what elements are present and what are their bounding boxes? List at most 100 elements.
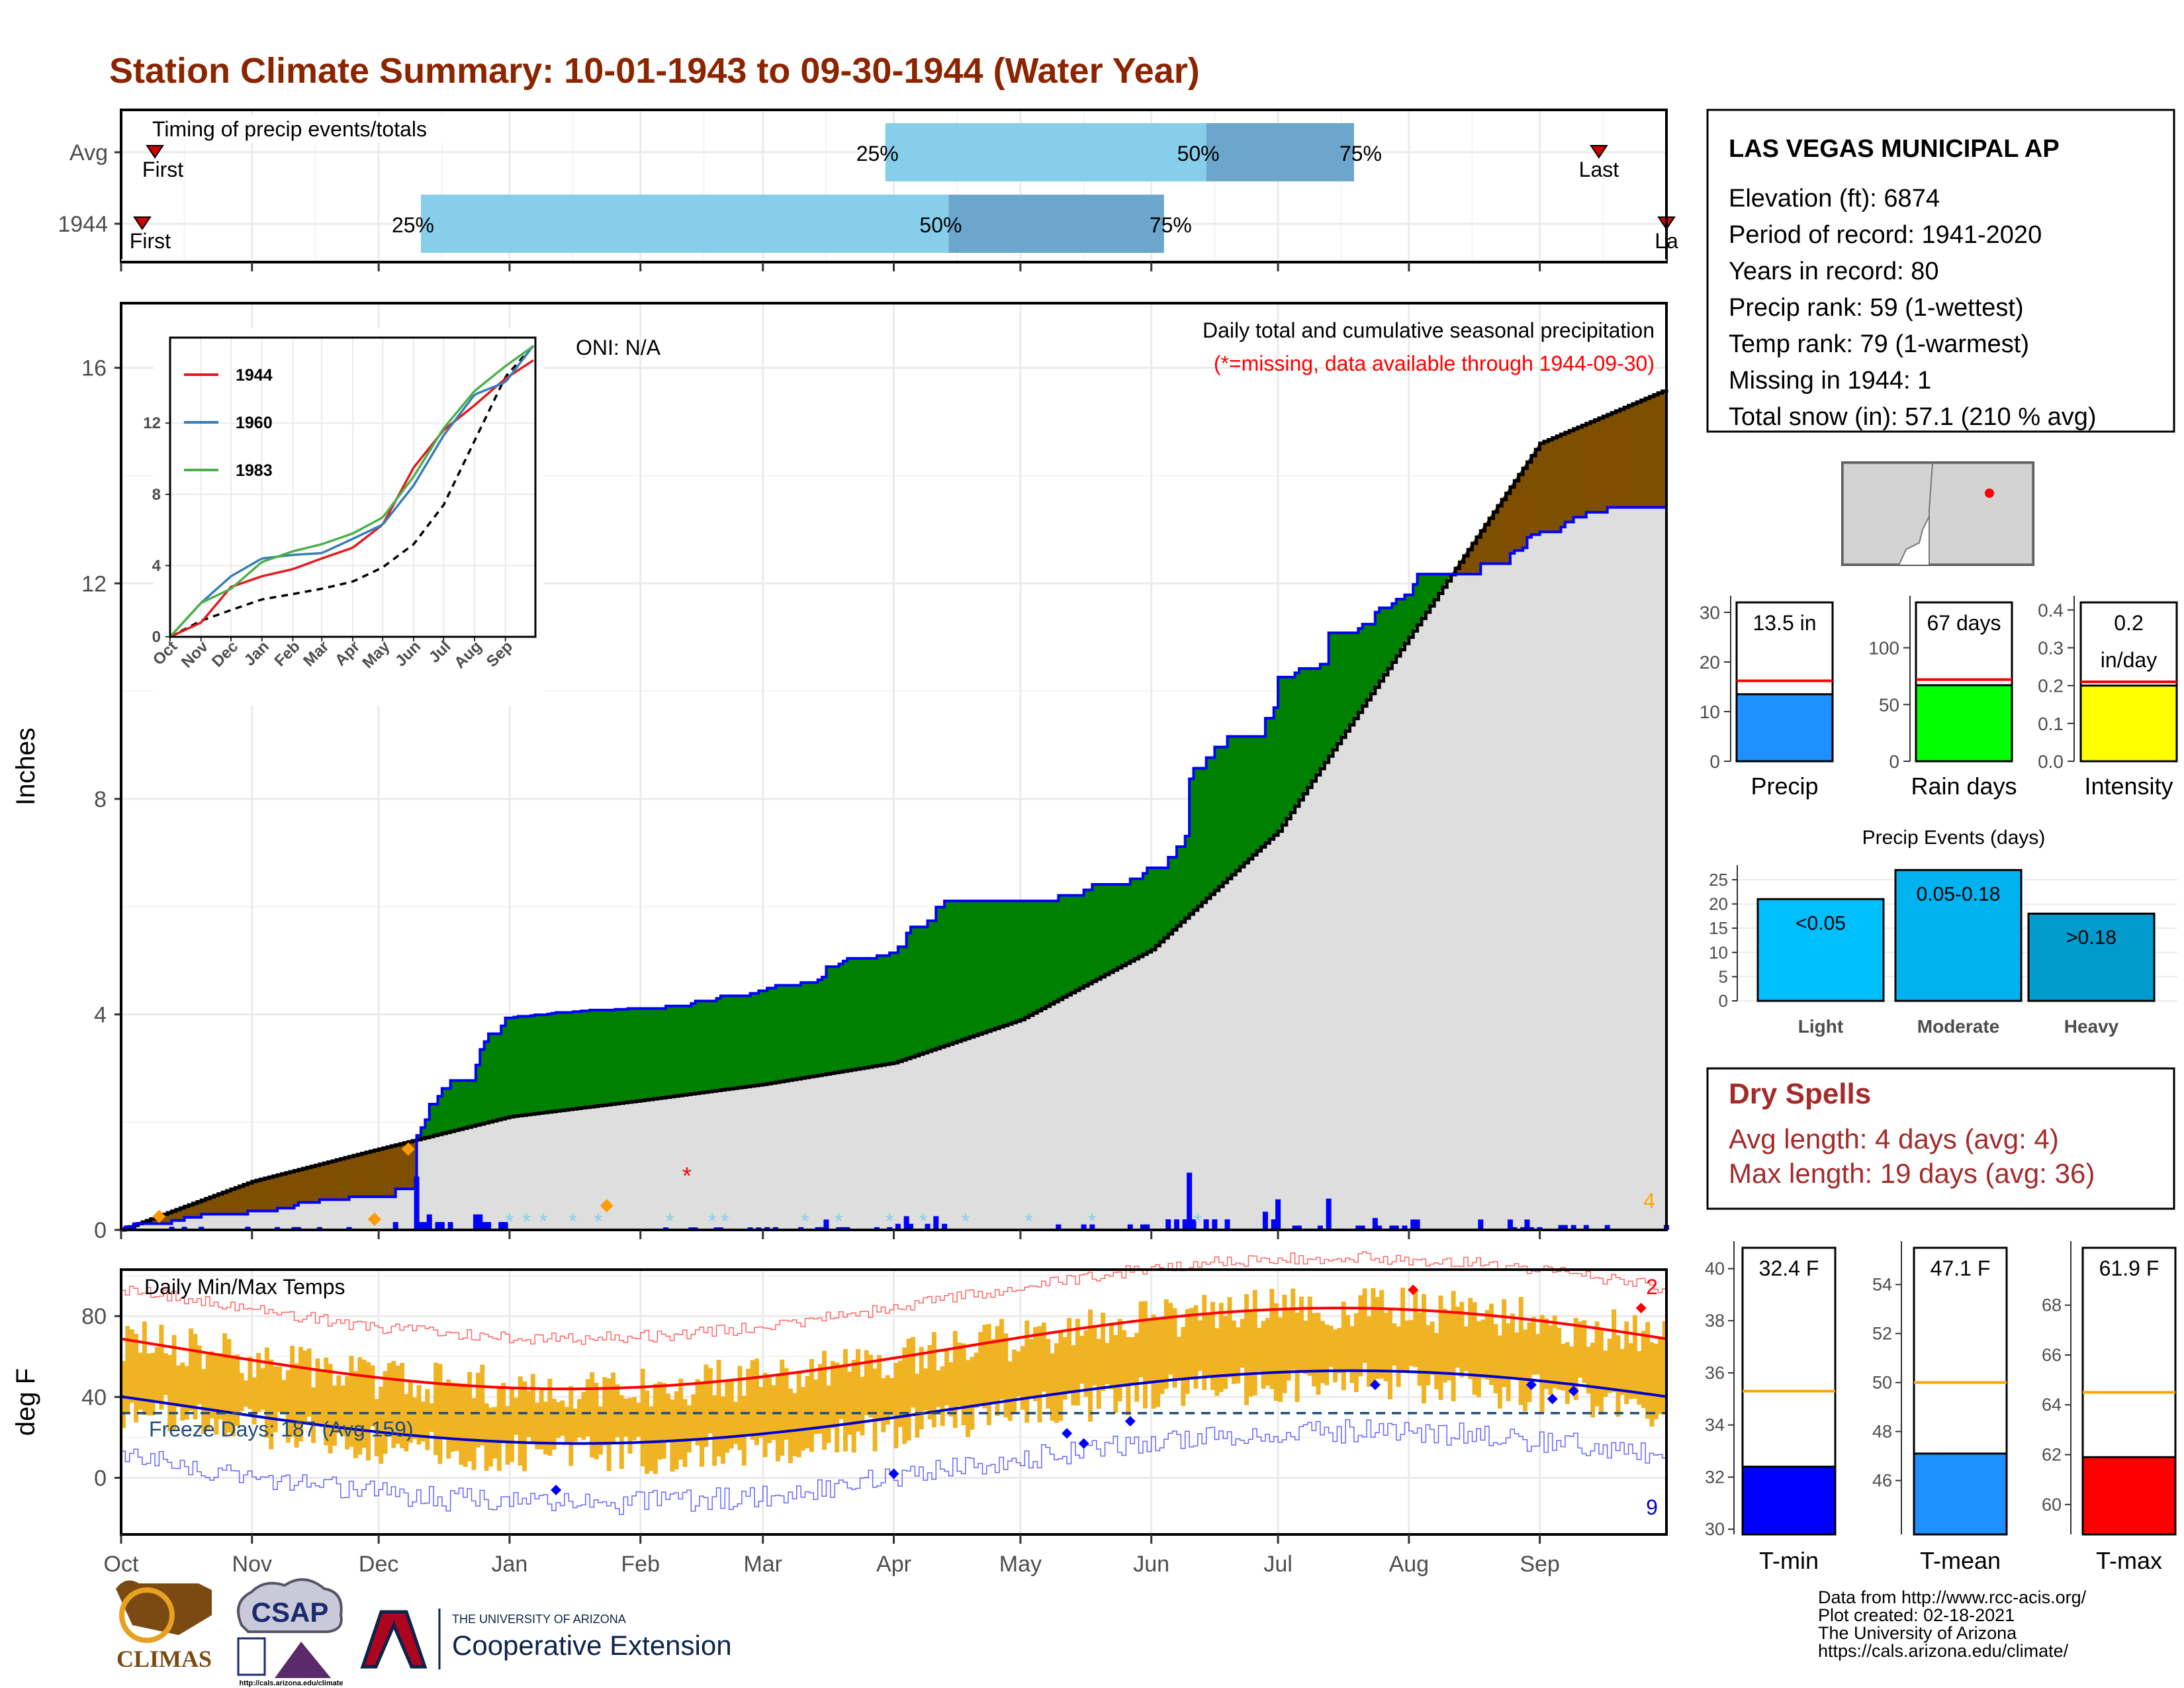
temp-bar-label: T-max bbox=[2096, 1547, 2162, 1574]
daily-precip-bar bbox=[473, 1214, 478, 1230]
record-low-marker-icon bbox=[1078, 1438, 1089, 1449]
ua-logo-big-text: Cooperative Extension bbox=[452, 1630, 732, 1661]
daily-precip-bar bbox=[1537, 1227, 1543, 1230]
daily-precip-bar bbox=[925, 1223, 931, 1230]
daily-temp-range-bar bbox=[1367, 1316, 1372, 1387]
daily-temp-range-bar bbox=[1624, 1321, 1629, 1405]
daily-temp-range-bar bbox=[640, 1368, 645, 1467]
daily-temp-range-bar bbox=[1615, 1335, 1621, 1417]
record-high-count: 2 bbox=[1646, 1275, 1658, 1299]
csap-logo-cloud-icon bbox=[237, 1578, 343, 1633]
inset-legend-label: 1960 bbox=[236, 414, 273, 432]
inset-background bbox=[154, 328, 544, 706]
daily-precip-bar bbox=[887, 1227, 893, 1230]
daily-temp-range-bar bbox=[319, 1369, 324, 1427]
daily-temp-range-bar bbox=[184, 1366, 189, 1420]
month-axis-label: Jul bbox=[1263, 1552, 1292, 1577]
daily-temp-range-bar bbox=[754, 1358, 759, 1446]
daily-precip-bar bbox=[1089, 1224, 1095, 1230]
daily-precip-bar bbox=[1414, 1219, 1420, 1230]
daily-temp-range-bar bbox=[1408, 1319, 1414, 1366]
daily-temp-range-bar bbox=[594, 1383, 599, 1460]
daily-temp-range-bar bbox=[1379, 1289, 1385, 1379]
precip-y-tick-label: 0 bbox=[94, 1218, 107, 1243]
daily-temp-range-bar bbox=[471, 1398, 477, 1470]
daily-temp-range-bar bbox=[1353, 1313, 1359, 1393]
daily-temp-range-bar bbox=[1455, 1306, 1460, 1368]
record-precip-marker-icon bbox=[367, 1212, 381, 1226]
daily-temp-range-bar bbox=[1075, 1319, 1080, 1406]
station-info-line: Period of record: 1941-2020 bbox=[1729, 221, 2042, 249]
summary-bar-tick-label: 10 bbox=[1700, 702, 1720, 722]
daily-precip-bar bbox=[199, 1227, 205, 1230]
station-info-line: Missing in 1944: 1 bbox=[1729, 367, 1931, 395]
daily-temp-range-bar bbox=[611, 1372, 616, 1444]
daily-temp-range-bar bbox=[792, 1393, 797, 1457]
freeze-days-label: Freeze Days: 187 (Avg 159) bbox=[149, 1417, 414, 1441]
daily-temp-range-bar bbox=[775, 1375, 780, 1462]
inset-series-1983 bbox=[169, 345, 535, 638]
daily-temp-range-bar bbox=[505, 1406, 510, 1465]
daily-precip-bar bbox=[414, 1176, 420, 1230]
daily-precip-bar bbox=[764, 1227, 770, 1230]
summary-bar-tick-label: 100 bbox=[1868, 638, 1899, 659]
daily-temp-range-bar bbox=[780, 1359, 785, 1456]
events-tick-label: 15 bbox=[1709, 918, 1728, 938]
temp-bar-tick-label: 34 bbox=[1705, 1415, 1725, 1435]
daily-temp-range-bar bbox=[1168, 1303, 1173, 1375]
daily-temp-range-bar bbox=[965, 1360, 970, 1437]
daily-temp-range-bar bbox=[1561, 1344, 1566, 1391]
daily-temp-range-bar bbox=[1632, 1315, 1637, 1399]
temp-bar-label: T-mean bbox=[1920, 1547, 2001, 1574]
oni-label: ONI: N/A bbox=[576, 336, 661, 359]
daily-temp-range-bar bbox=[1447, 1313, 1452, 1381]
inset-average-line bbox=[169, 344, 535, 638]
record-low-marker-icon bbox=[1062, 1428, 1073, 1439]
daily-temp-range-bar bbox=[1413, 1289, 1418, 1368]
csap-logo-mountain-icon bbox=[275, 1642, 331, 1678]
daily-temp-range-bar bbox=[244, 1380, 248, 1407]
daily-temp-range-bar bbox=[1569, 1346, 1574, 1394]
daily-temp-range-bar bbox=[691, 1394, 696, 1440]
snow-day-marker-icon: * bbox=[962, 1209, 970, 1233]
csap-logo-text: CSAP bbox=[251, 1597, 329, 1628]
daily-temp-range-bar bbox=[670, 1399, 675, 1472]
daily-temp-range-bar bbox=[1371, 1288, 1376, 1385]
inset-legend-label: 1983 bbox=[236, 461, 273, 480]
daily-temp-range-bar bbox=[459, 1383, 464, 1465]
daily-temp-range-bar bbox=[484, 1403, 489, 1471]
new-mexico-shape bbox=[1929, 463, 2033, 565]
precip-event-bar bbox=[1894, 868, 2023, 1002]
daily-temp-range-bar bbox=[1003, 1333, 1009, 1418]
daily-temp-range-bar bbox=[1637, 1351, 1642, 1405]
daily-temp-range-bar bbox=[370, 1365, 375, 1427]
daily-temp-range-bar bbox=[1050, 1353, 1055, 1421]
snow-day-marker-icon: * bbox=[1194, 1209, 1202, 1233]
daily-temp-range-bar bbox=[189, 1328, 194, 1411]
daily-temp-range-bar bbox=[1430, 1321, 1435, 1375]
temp-bar-tick-label: 52 bbox=[1872, 1324, 1892, 1344]
daily-temp-range-bar bbox=[294, 1363, 299, 1448]
daily-temp-range-bar bbox=[1257, 1327, 1262, 1372]
precip-y-tick-label: 12 bbox=[81, 571, 107, 596]
daily-precip-bar bbox=[1528, 1227, 1534, 1230]
timing-caption: Timing of precip events/totals bbox=[152, 117, 427, 141]
daily-temp-range-bar bbox=[425, 1389, 430, 1450]
daily-precip-bar bbox=[498, 1222, 504, 1230]
dry-spells-title: Dry Spells bbox=[1729, 1078, 1871, 1110]
daily-temp-range-bar bbox=[230, 1354, 236, 1436]
daily-precip-bar bbox=[1558, 1225, 1564, 1230]
daily-temp-range-bar bbox=[1244, 1294, 1250, 1405]
daily-temp-range-bar bbox=[682, 1399, 688, 1468]
average-min-temp-line bbox=[120, 1369, 1667, 1445]
daily-temp-range-bar bbox=[1240, 1319, 1245, 1368]
daily-temp-range-bar bbox=[1607, 1338, 1612, 1393]
daily-temp-range-bar bbox=[1206, 1314, 1211, 1378]
daily-precip-bar bbox=[1165, 1219, 1171, 1230]
daily-temp-range-bar bbox=[1151, 1314, 1156, 1409]
daily-temp-range-bar bbox=[1476, 1321, 1481, 1397]
page-title: Station Climate Summary: 10-01-1943 to 0… bbox=[109, 51, 1200, 91]
daily-temp-range-bar bbox=[636, 1403, 641, 1437]
daily-precip-bar bbox=[874, 1227, 880, 1230]
